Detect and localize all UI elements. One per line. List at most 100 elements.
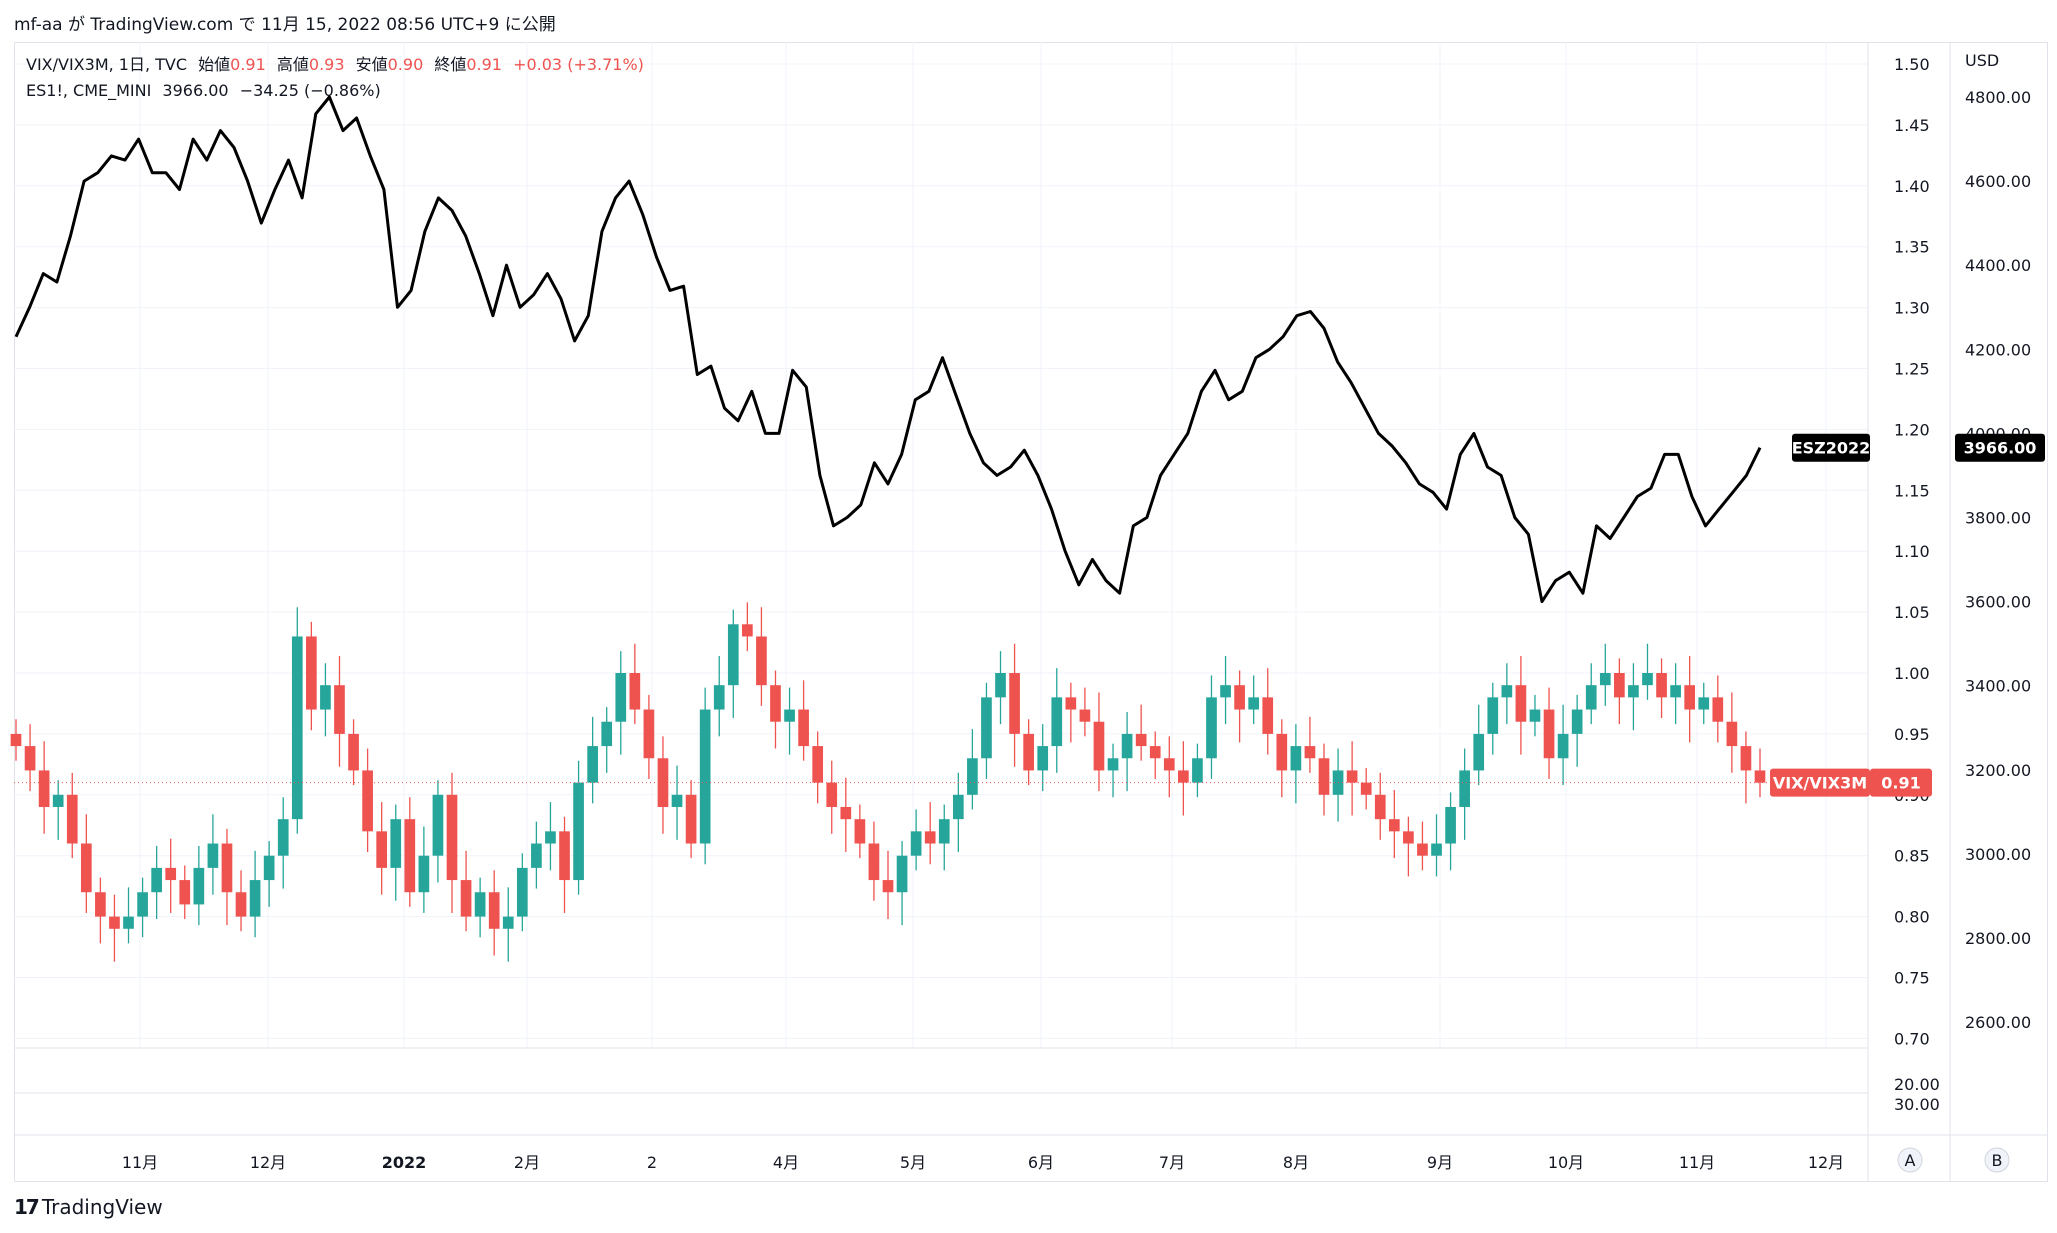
time-axis-tick: 4月 — [773, 1153, 799, 1172]
candle-body — [277, 819, 289, 856]
candle-body — [80, 843, 92, 893]
publish-caption: mf-aa が TradingView.com で 11月 15, 2022 0… — [14, 15, 556, 35]
candle-body — [516, 867, 528, 917]
time-axis-tick: 12月 — [250, 1153, 286, 1172]
candle-body — [1121, 733, 1133, 759]
ratio-axis-tick: 0.70 — [1894, 1029, 1930, 1048]
candle-body — [812, 746, 824, 783]
ratio-name-tag-label: VIX/VIX3M — [1773, 774, 1867, 793]
time-axis-tick: 12月 — [1808, 1153, 1844, 1172]
time-axis-tick: 11月 — [122, 1153, 158, 1172]
candle-body — [390, 819, 402, 868]
es-price-tag — [1955, 433, 2045, 462]
candle-body — [165, 867, 177, 881]
candle-body — [1290, 746, 1302, 771]
candle-body — [109, 916, 120, 929]
candle-body — [1670, 685, 1681, 698]
candle-body — [10, 733, 22, 747]
candle-body — [1473, 733, 1485, 771]
candle-body — [1163, 758, 1175, 771]
candle-body — [1571, 709, 1583, 734]
legend-open-label: 始値 — [198, 55, 231, 74]
es-axis-tick: 4200.00 — [1965, 340, 2031, 359]
es-axis-tick: 3600.00 — [1965, 593, 2031, 612]
candle-body — [1149, 746, 1161, 759]
candle-body — [981, 697, 992, 759]
time-axis-tick: 5月 — [900, 1153, 926, 1172]
candle-body — [840, 806, 852, 820]
candle-body — [1543, 709, 1555, 759]
candle-body — [629, 673, 641, 710]
ratio-axis-tick: 1.30 — [1894, 299, 1930, 318]
log-scale-label: B — [1992, 1151, 2003, 1170]
candle-body — [291, 636, 303, 820]
candle-body — [221, 843, 233, 893]
candle-body — [1107, 758, 1119, 771]
candle-body — [770, 685, 781, 722]
ratio-price-tag-label: 0.91 — [1881, 774, 1920, 793]
auto-scale-button[interactable] — [1897, 1147, 1923, 1173]
ratio-axis-tick: 1.15 — [1894, 481, 1930, 500]
candle-body — [1192, 758, 1203, 783]
candle-body — [1206, 697, 1217, 759]
legend-open-value: 0.91 — [230, 55, 266, 74]
candle-body — [587, 746, 598, 783]
candle-body — [502, 916, 514, 929]
es-axis-tick: 4600.00 — [1965, 172, 2031, 191]
candle-body — [1599, 673, 1611, 686]
candle-body — [1754, 770, 1766, 783]
ratio-axis-tick: 0.85 — [1894, 847, 1930, 866]
candle-body — [460, 880, 472, 917]
candle-body — [1628, 685, 1639, 698]
candle-body — [545, 831, 556, 844]
candle-body — [38, 770, 50, 807]
time-axis-tick: 9月 — [1427, 1153, 1453, 1172]
candle-body — [1614, 673, 1625, 698]
time-axis-tick: 10月 — [1548, 1153, 1584, 1172]
candle-body — [1487, 697, 1499, 734]
candle-body — [559, 831, 570, 881]
legend-line-es: ES1!, CME_MINI 3966.00 −34.25 (−0.86%) — [26, 78, 644, 104]
candle-body — [995, 673, 1006, 698]
tradingview-logo[interactable]: 17 TradingView — [14, 1195, 163, 1219]
candle-body — [1023, 733, 1034, 771]
candle-body — [685, 794, 697, 844]
candle-body — [756, 636, 767, 686]
candle-body — [24, 746, 36, 771]
candle-body — [924, 831, 936, 844]
es-axis-tick: 3400.00 — [1965, 677, 2031, 696]
candle-body — [784, 709, 795, 722]
candle-body — [967, 758, 978, 795]
chart-legend: VIX/VIX3M, 1日, TVC 始値0.91 高値0.93 安値0.90 … — [26, 52, 644, 104]
candle-body — [306, 636, 317, 710]
candle-body — [1585, 685, 1597, 710]
candle-body — [263, 855, 275, 881]
candle-body — [882, 880, 894, 893]
candle-body — [137, 892, 148, 917]
candle-body — [1248, 697, 1260, 710]
candle-body — [896, 855, 908, 893]
es-name-tag — [1792, 433, 1870, 462]
candle-body — [474, 892, 486, 917]
legend-high-value: 0.93 — [308, 55, 345, 74]
auto-scale-label: A — [1905, 1151, 1916, 1170]
candle-body — [1065, 697, 1077, 710]
sub-pane-tick: 30.00 — [1894, 1095, 1940, 1114]
es-name-tag-label: ESZ2022 — [1792, 439, 1871, 458]
candle-body — [1037, 746, 1049, 771]
candle-body — [193, 867, 205, 905]
candle-body — [1684, 685, 1696, 710]
currency-label: USD — [1965, 51, 1999, 70]
es-axis-tick: 3200.00 — [1965, 761, 2031, 780]
legend-low-label: 安値 — [355, 55, 388, 74]
candle-body — [727, 624, 739, 686]
candle-body — [1220, 685, 1231, 698]
log-scale-button[interactable] — [1984, 1147, 2010, 1173]
es-axis-tick: 3000.00 — [1965, 845, 2031, 864]
candle-body — [404, 819, 416, 893]
candle-body — [1304, 746, 1316, 759]
ratio-axis-tick: 1.50 — [1894, 55, 1930, 74]
candle-body — [798, 709, 809, 747]
candle-body — [95, 892, 106, 917]
